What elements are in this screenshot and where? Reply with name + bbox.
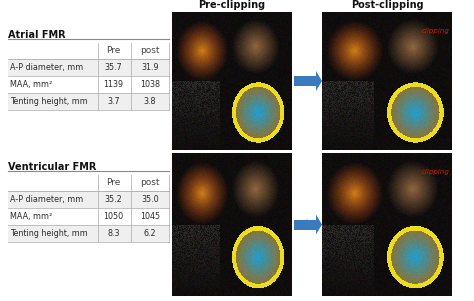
Text: MAA, mm²: MAA, mm² bbox=[10, 80, 52, 89]
Text: 1139: 1139 bbox=[103, 80, 124, 89]
Text: 3.7: 3.7 bbox=[107, 97, 120, 106]
Polygon shape bbox=[316, 215, 322, 234]
Text: Pre: Pre bbox=[106, 46, 121, 55]
Polygon shape bbox=[316, 71, 322, 91]
Text: A-P diameter, mm: A-P diameter, mm bbox=[10, 195, 83, 204]
Text: Pre: Pre bbox=[106, 178, 121, 187]
Text: 35.2: 35.2 bbox=[105, 195, 122, 204]
Text: 35.7: 35.7 bbox=[105, 63, 122, 72]
Text: clipping: clipping bbox=[422, 28, 450, 34]
Text: 31.9: 31.9 bbox=[141, 63, 159, 72]
Bar bbox=[322, 12, 452, 150]
Bar bbox=[322, 153, 452, 296]
Text: Tenting height, mm: Tenting height, mm bbox=[10, 97, 88, 106]
Text: MAA, mm²: MAA, mm² bbox=[10, 212, 52, 221]
Text: 1050: 1050 bbox=[103, 212, 124, 221]
Bar bbox=[8, 225, 169, 242]
Bar bbox=[8, 76, 169, 93]
Bar bbox=[8, 191, 169, 208]
Bar bbox=[8, 59, 169, 76]
Bar bbox=[8, 93, 169, 110]
Bar bbox=[172, 12, 292, 150]
Text: 8.3: 8.3 bbox=[107, 229, 120, 238]
Text: Tenting height, mm: Tenting height, mm bbox=[10, 229, 88, 238]
Bar bbox=[294, 76, 316, 86]
Text: clipping: clipping bbox=[422, 169, 450, 175]
Text: post: post bbox=[140, 178, 160, 187]
Text: post: post bbox=[140, 46, 160, 55]
Text: 35.0: 35.0 bbox=[141, 195, 159, 204]
Bar bbox=[294, 219, 316, 229]
Text: Ventricular FMR: Ventricular FMR bbox=[8, 162, 96, 172]
Text: Atrial FMR: Atrial FMR bbox=[8, 30, 65, 40]
Text: Post-clipping: Post-clipping bbox=[351, 0, 423, 10]
Text: 1038: 1038 bbox=[140, 80, 160, 89]
Text: A-P diameter, mm: A-P diameter, mm bbox=[10, 63, 83, 72]
Text: 6.2: 6.2 bbox=[144, 229, 156, 238]
Text: 3.8: 3.8 bbox=[144, 97, 156, 106]
Text: Pre-clipping: Pre-clipping bbox=[199, 0, 265, 10]
Bar bbox=[172, 153, 292, 296]
Text: 1045: 1045 bbox=[140, 212, 160, 221]
Bar bbox=[8, 208, 169, 225]
